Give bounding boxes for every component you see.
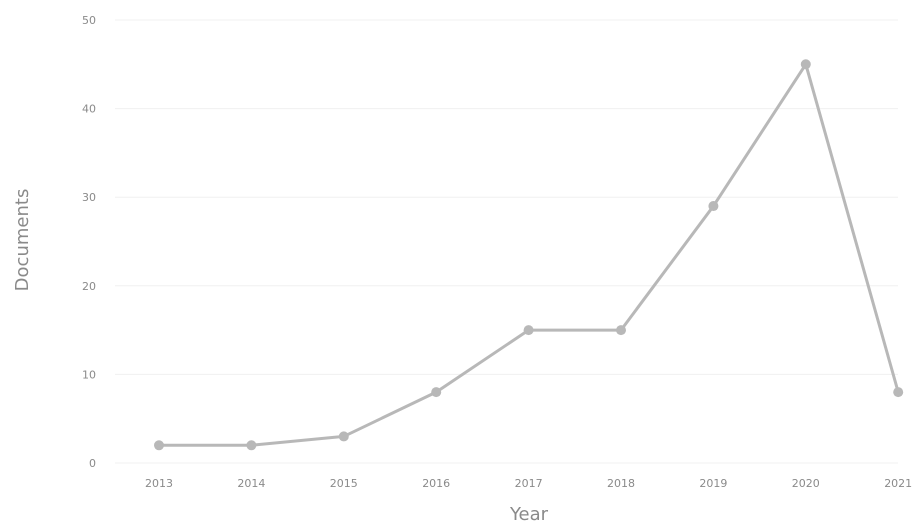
y-tick-label: 20 xyxy=(82,280,96,293)
x-tick-label: 2020 xyxy=(792,477,820,490)
y-tick-label: 50 xyxy=(82,14,96,27)
x-tick-label: 2019 xyxy=(699,477,727,490)
y-gridlines xyxy=(115,19,898,464)
y-tick-labels: 0 10 20 30 40 50 xyxy=(82,14,96,470)
x-tick-label: 2021 xyxy=(884,477,912,490)
x-tick-labels: 2013 2014 2015 2016 2017 2018 2019 2020 2021 xyxy=(145,477,912,490)
x-tick-label: 2016 xyxy=(422,477,450,490)
data-point xyxy=(708,201,719,212)
series-line xyxy=(157,62,900,447)
data-point xyxy=(246,440,257,451)
data-point xyxy=(800,59,811,70)
data-point xyxy=(154,440,164,451)
x-tick-label: 2013 xyxy=(145,477,173,490)
data-point xyxy=(616,325,626,336)
y-tick-label: 30 xyxy=(82,191,96,204)
y-tick-label: 0 xyxy=(89,457,96,470)
y-tick-label: 10 xyxy=(82,368,96,381)
x-tick-label: 2015 xyxy=(330,477,358,490)
data-points xyxy=(154,59,904,451)
data-point xyxy=(431,387,442,398)
data-point xyxy=(338,431,349,442)
x-tick-label: 2014 xyxy=(237,477,265,490)
x-tick-label: 2017 xyxy=(515,477,543,490)
x-axis-title: Year xyxy=(509,504,549,524)
y-tick-label: 40 xyxy=(82,103,96,116)
data-point xyxy=(523,325,534,336)
data-point xyxy=(893,387,904,398)
x-tick-label: 2018 xyxy=(607,477,635,490)
y-axis-title: Documents xyxy=(12,189,33,292)
